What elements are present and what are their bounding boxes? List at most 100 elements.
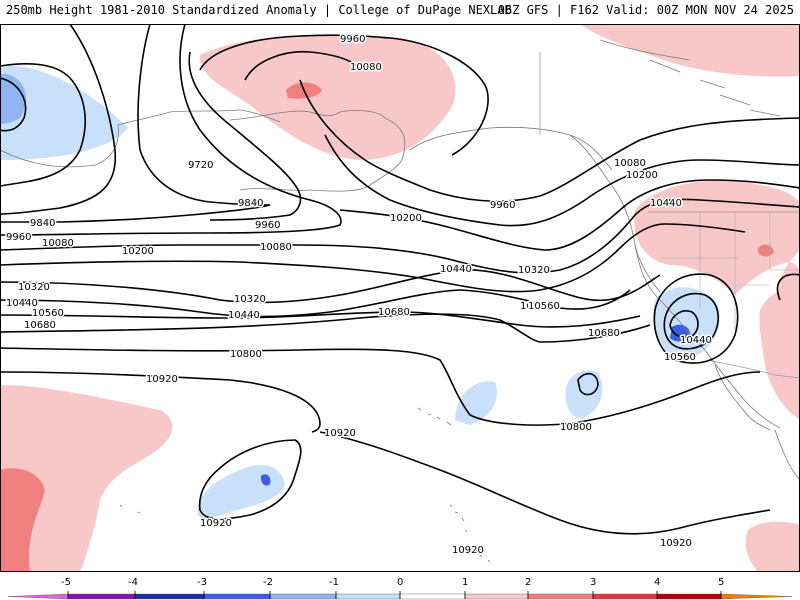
contour-label: 10560 bbox=[528, 301, 560, 312]
contour-line bbox=[199, 34, 489, 156]
contour-line bbox=[776, 273, 800, 301]
contour-label: 10440 bbox=[680, 335, 712, 346]
contour-label: 9960 bbox=[255, 220, 280, 231]
contour-line bbox=[0, 311, 641, 328]
contour-label: 9840 bbox=[30, 218, 55, 229]
contour-label: 10080 bbox=[614, 158, 646, 169]
coastlines bbox=[0, 39, 800, 563]
contour-label: 10440 bbox=[650, 198, 682, 209]
contour-line bbox=[577, 372, 599, 396]
colorbar-ticks: -5 -4 -3 -2 -1 0 1 2 3 4 5 bbox=[61, 577, 724, 599]
colorbar-tick-label: -1 bbox=[329, 577, 339, 588]
contour-label: 10200 bbox=[390, 213, 422, 224]
contour-labels: 9960 10080 9720 9840 9960 10080 9840 996… bbox=[5, 33, 714, 558]
contour-label: 9960 bbox=[490, 200, 515, 211]
contour-line bbox=[319, 431, 771, 535]
contour-label: 10320 bbox=[518, 265, 550, 276]
colorbar-segment bbox=[527, 593, 594, 600]
contour-line bbox=[669, 310, 699, 339]
colorbar-segment bbox=[7, 593, 69, 600]
colorbar-segment bbox=[269, 593, 337, 600]
us-mexico-border bbox=[707, 359, 800, 379]
asia-coastline bbox=[0, 109, 281, 168]
map-title: 250mb Height 1981-2010 Standardized Anom… bbox=[6, 3, 512, 17]
contour-line bbox=[188, 51, 302, 221]
negative-anomaly-area bbox=[0, 65, 128, 160]
contour-line bbox=[299, 79, 800, 202]
contour-label: 10560 bbox=[664, 352, 696, 363]
contour-label: 10200 bbox=[626, 170, 658, 181]
colorbar-tick-label: 2 bbox=[525, 577, 531, 588]
contour-line bbox=[0, 347, 761, 426]
contour-label: 10320 bbox=[18, 282, 50, 293]
contour-line bbox=[0, 223, 746, 293]
contour-line bbox=[663, 292, 719, 350]
contour-label: 10680 bbox=[24, 320, 56, 331]
contour-label: 10560 bbox=[32, 308, 64, 319]
alaska-peninsula bbox=[409, 126, 613, 171]
contour-line bbox=[0, 289, 631, 318]
height-contours bbox=[0, 24, 800, 535]
state-borders bbox=[660, 212, 800, 330]
colorbar-segment bbox=[203, 593, 271, 600]
colorbar-segment bbox=[134, 593, 205, 600]
contour-label: 9840 bbox=[238, 198, 263, 209]
contour-label: 10440 bbox=[228, 310, 260, 321]
canada-coastline bbox=[569, 134, 661, 293]
positive-anomaly-area bbox=[759, 288, 800, 420]
contour-label: 10080 bbox=[260, 242, 292, 253]
positive-anomaly-area bbox=[199, 34, 456, 160]
colorbar-segment bbox=[67, 593, 136, 600]
contour-line bbox=[0, 24, 271, 223]
contour-label: 9960 bbox=[6, 232, 31, 243]
positive-anomaly-area bbox=[580, 24, 800, 77]
colorbar-tick-label: -3 bbox=[197, 577, 207, 588]
contour-label: 10080 bbox=[350, 62, 382, 73]
contour-line bbox=[244, 50, 361, 81]
contour-label: 10560 bbox=[520, 301, 552, 312]
positive-anomaly-area bbox=[0, 468, 45, 572]
contour-label: 10680 bbox=[588, 328, 620, 339]
colorbar-tick-label: -4 bbox=[128, 577, 138, 588]
alaska-coastline bbox=[229, 110, 406, 192]
hawaii-islands bbox=[417, 407, 452, 426]
title-bar: 250mb Height 1981-2010 Standardized Anom… bbox=[0, 0, 800, 24]
colorbar-tick-label: 1 bbox=[462, 577, 468, 588]
contour-line bbox=[0, 24, 342, 236]
contour-line bbox=[0, 269, 661, 304]
contour-line bbox=[0, 313, 651, 343]
contour-line bbox=[198, 439, 302, 520]
colorbar-tick-label: 5 bbox=[718, 577, 724, 588]
colorbar-tick-label: 0 bbox=[397, 577, 403, 588]
contour-label: 10440 bbox=[6, 298, 38, 309]
anomaly-colorbar: -5 -4 -3 -2 -1 0 1 2 3 4 5 bbox=[7, 577, 793, 600]
south-pacific-islands bbox=[119, 504, 491, 563]
contour-line bbox=[324, 134, 800, 227]
positive-anomaly-area bbox=[0, 385, 173, 572]
colorbar-tick-label: 4 bbox=[654, 577, 660, 588]
contour-label: 9720 bbox=[188, 160, 213, 171]
colorbar-segment bbox=[464, 593, 529, 600]
contour-label: 10920 bbox=[452, 545, 484, 556]
contour-label: 10200 bbox=[122, 246, 154, 257]
positive-anomaly-area bbox=[745, 521, 800, 572]
colorbar-tick-label: -2 bbox=[263, 577, 273, 588]
contour-label: 9960 bbox=[340, 34, 365, 45]
contour-label: 10800 bbox=[230, 349, 262, 360]
contour-label: 10920 bbox=[324, 428, 356, 439]
contour-label: 10440 bbox=[440, 264, 472, 275]
colorbar-segment bbox=[720, 593, 793, 600]
colorbar-segment bbox=[656, 593, 722, 600]
contour-line bbox=[653, 273, 739, 364]
colorbar-segment bbox=[592, 593, 658, 600]
model-run-info: 06Z GFS | F162 Valid: 00Z MON NOV 24 202… bbox=[497, 3, 794, 17]
us-west-coast bbox=[634, 244, 781, 429]
contour-label: 10920 bbox=[200, 518, 232, 529]
negative-anomaly-area bbox=[653, 287, 720, 359]
central-america bbox=[774, 429, 800, 481]
contour-line bbox=[0, 24, 117, 215]
baja-coastline bbox=[714, 364, 771, 431]
contour-line bbox=[0, 198, 800, 274]
colorbar-tick-label: -5 bbox=[61, 577, 71, 588]
